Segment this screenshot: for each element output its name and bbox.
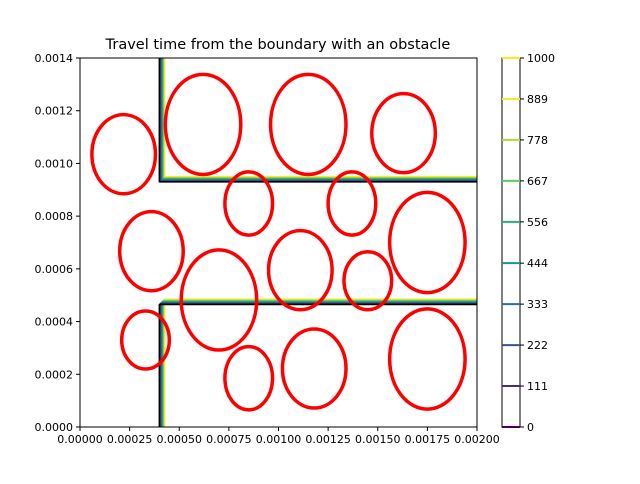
colorbar-tick-label: 556 <box>527 216 548 229</box>
plot-area <box>90 58 477 427</box>
y-tick-label: 0.0014 <box>35 52 74 65</box>
x-tick-label: 0.00050 <box>157 433 203 446</box>
x-tick-label: 0.00200 <box>454 433 500 446</box>
obstacle-ellipse <box>179 248 259 352</box>
y-tick-label: 0.0006 <box>35 263 74 276</box>
x-tick-label: 0.00025 <box>107 433 153 446</box>
y-tick-label: 0.0012 <box>35 105 74 118</box>
x-tick-label: 0.00100 <box>256 433 302 446</box>
obstacle-ellipse <box>117 209 185 293</box>
chart-title: Travel time from the boundary with an ob… <box>105 37 451 53</box>
y-tick-label: 0.0004 <box>35 316 74 329</box>
obstacle-ellipse <box>223 344 275 412</box>
x-tick-label: 0.00150 <box>355 433 401 446</box>
colorbar-tick-label: 333 <box>527 298 548 311</box>
obstacle-ellipse <box>119 309 172 371</box>
obstacle-ellipse <box>387 190 467 295</box>
x-tick-label: 0.00175 <box>405 433 451 446</box>
obstacle-ellipse <box>280 327 348 410</box>
y-tick-label: 0.0010 <box>35 157 74 170</box>
y-tick-label: 0.0002 <box>35 368 74 381</box>
colorbar: 0 111 222 333 444 556 667 778 889 1000 <box>501 52 555 434</box>
obstacle-ellipse <box>387 307 467 411</box>
colorbar-tick-label: 667 <box>527 175 548 188</box>
y-axis-ticks: 0.0000 0.0002 0.0004 0.0006 0.0008 0.0010 0.00… <box>35 52 80 434</box>
obstacles <box>90 72 467 412</box>
obstacle-ellipse <box>90 112 158 196</box>
colorbar-tick-label: 889 <box>527 93 548 106</box>
obstacle-ellipse <box>370 91 438 175</box>
colorbar-tick-label: 778 <box>527 134 548 147</box>
x-tick-label: 0.00075 <box>206 433 252 446</box>
x-tick-label: 0.00000 <box>57 433 103 446</box>
colorbar-tick-label: 222 <box>527 339 548 352</box>
obstacle-ellipse <box>342 249 394 312</box>
obstacle-ellipse <box>326 170 378 237</box>
colorbar-frame <box>501 57 521 428</box>
x-tick-label: 0.00125 <box>305 433 351 446</box>
colorbar-tick-label: 444 <box>527 257 548 270</box>
colorbar-tick-label: 111 <box>527 380 548 393</box>
obstacle-ellipse <box>163 72 243 177</box>
obstacle-ellipse <box>223 170 275 237</box>
y-tick-label: 0.0008 <box>35 210 74 223</box>
colorbar-tick-label: 0 <box>527 421 534 434</box>
obstacle-ellipse <box>268 72 348 177</box>
y-tick-label: 0.0000 <box>35 421 74 434</box>
x-axis-ticks: 0.00000 0.00025 0.00050 0.00075 0.00100 0.001… <box>57 427 500 446</box>
colorbar-tick-label: 1000 <box>527 52 555 65</box>
obstacle-ellipse <box>266 228 334 312</box>
